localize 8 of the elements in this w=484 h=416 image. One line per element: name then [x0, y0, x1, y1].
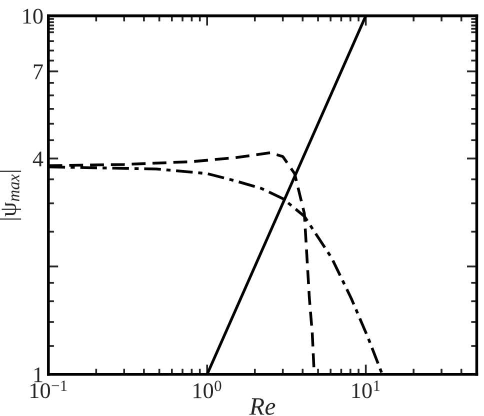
y-tick-label: 10: [23, 8, 43, 24]
y-tick-label: 7: [34, 64, 43, 80]
x-tick-label: 10$^{1}$: [352, 380, 380, 398]
y-tick-label: 4: [32, 152, 44, 166]
y-axis-title: |ψ$_{max}$|: [0, 170, 22, 220]
x-tick-label: 10$^{0}$: [194, 380, 222, 398]
y-tick-label: 1: [34, 367, 42, 382]
x-axis-title: Re: [249, 398, 276, 415]
